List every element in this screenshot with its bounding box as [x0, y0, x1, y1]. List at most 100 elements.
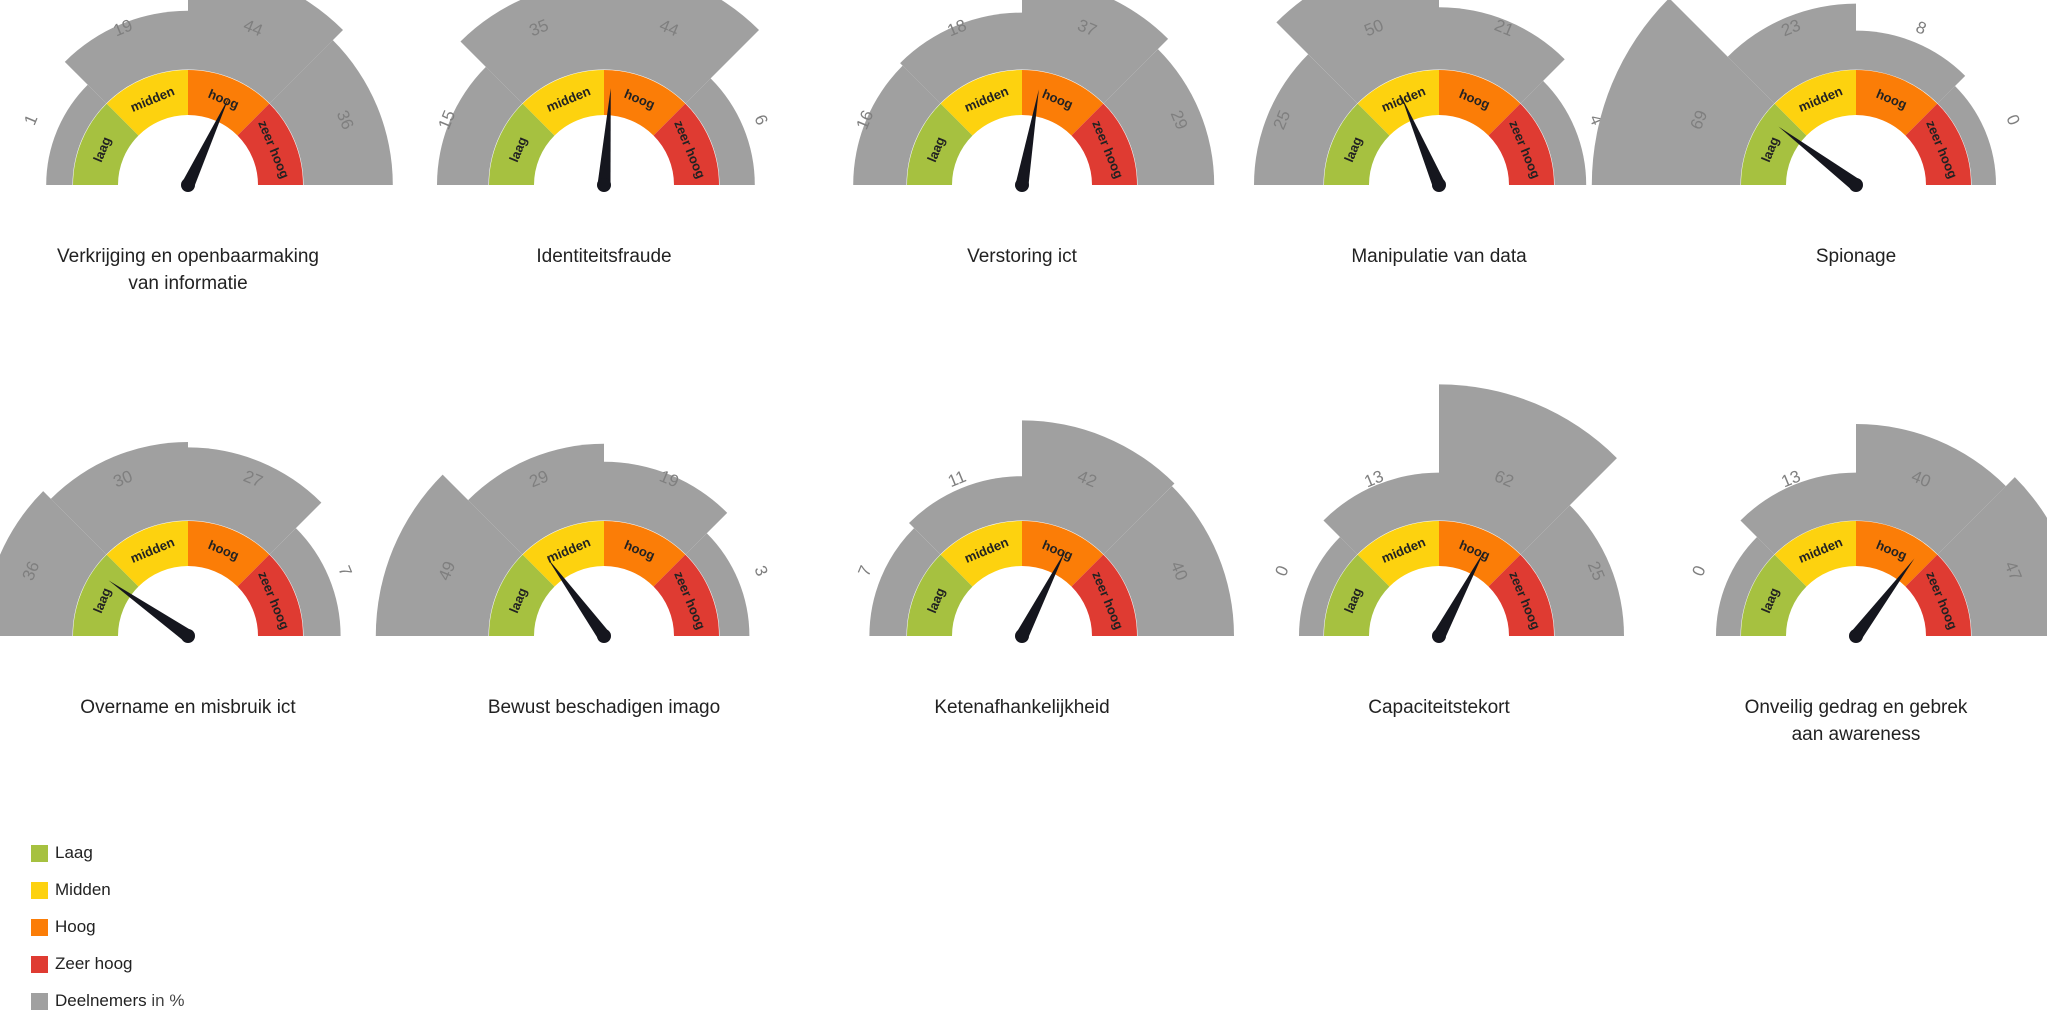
ring-segment-hoog: [604, 70, 686, 136]
ring-segment-midden: [522, 520, 604, 587]
legend-label-deelnemers: Deelnemers in %: [55, 991, 185, 1010]
ring-segment-zeer-hoog: [237, 103, 303, 185]
ring-segment-zeer-hoog: [1488, 554, 1554, 636]
value-label-laag: 0: [1271, 563, 1292, 579]
ring-segment-zeer-hoog: [1071, 554, 1137, 636]
ring-segment-midden: [1357, 520, 1439, 587]
ring-segment-midden: [522, 70, 604, 136]
ring-segment-midden: [1357, 70, 1439, 136]
ring-segment-zeer-hoog: [1905, 554, 1971, 636]
ring-segment-midden: [940, 70, 1022, 136]
value-label-laag: 7: [854, 563, 875, 579]
ring-segment-midden: [940, 520, 1022, 587]
needle-hub: [597, 178, 611, 192]
gauge-title: aan awareness: [1792, 724, 1921, 745]
ring-segment-laag: [1324, 103, 1390, 185]
needle: [1016, 549, 1067, 639]
gauge-title: Identiteitsfraude: [536, 246, 671, 267]
needle: [1778, 126, 1860, 191]
gauge-title: Onveilig gedrag en gebrek: [1745, 697, 1968, 718]
gauge-title: van informatie: [128, 273, 247, 294]
ring-segment-zeer-hoog: [1905, 103, 1971, 185]
legend-swatch-deelnemers: [31, 993, 48, 1010]
needle: [1015, 89, 1039, 187]
ring-segment-hoog: [1022, 521, 1104, 587]
legend-swatch-zeer-hoog: [31, 956, 48, 973]
needle: [546, 557, 610, 640]
legend-swatch-hoog: [31, 919, 48, 936]
needle-hub: [1432, 178, 1446, 192]
gauge-title: Manipulatie van data: [1351, 246, 1527, 267]
gauge-title: Verstoring ict: [967, 246, 1078, 267]
ring-segment-laag: [1741, 103, 1807, 185]
value-label-laag: 1: [20, 112, 41, 128]
needle-hub: [1849, 629, 1863, 643]
gauge-title: Ketenafhankelijkheid: [934, 697, 1109, 718]
value-label-zeer-hoog: 3: [750, 563, 771, 579]
ring-segment-midden: [106, 69, 188, 136]
ring-segment-laag: [73, 103, 139, 185]
ring-segment-hoog: [1439, 521, 1521, 587]
ring-segment-laag: [1324, 554, 1390, 636]
ring-segment-laag: [1741, 554, 1807, 636]
value-label-midden: 11: [945, 467, 969, 491]
needle-hub: [1432, 629, 1446, 643]
ring-segment-laag: [73, 554, 139, 636]
needle: [182, 97, 229, 188]
ring-segment-zeer-hoog: [237, 554, 303, 636]
needle-hub: [181, 629, 195, 643]
needle-hub: [181, 178, 195, 192]
ring-segment-hoog: [604, 521, 686, 587]
ring-segment-midden: [1774, 520, 1856, 587]
ring-segment-laag: [906, 554, 973, 636]
ring-segment-laag: [906, 103, 973, 185]
ring-segment-hoog: [1856, 521, 1938, 587]
ring-segment-zeer-hoog: [1488, 103, 1554, 185]
needle-hub: [1849, 178, 1863, 192]
gauge-title: Capaciteitstekort: [1368, 697, 1510, 718]
legend-swatch-midden: [31, 882, 48, 899]
gauge-title: Bewust beschadigen imago: [488, 697, 720, 718]
needle: [1850, 558, 1915, 640]
ring-segment-zeer-hoog: [653, 103, 719, 185]
gauge-title: Overname en misbruik ict: [80, 697, 296, 718]
legend-label-midden: Midden: [55, 880, 111, 899]
gauge-title: Verkrijging en openbaarmaking: [57, 246, 319, 267]
ring-segment-hoog: [1439, 70, 1521, 136]
ring-segment-hoog: [1022, 70, 1104, 136]
legend-swatch-laag: [31, 845, 48, 862]
value-label-hoog: 8: [1913, 17, 1929, 38]
needle-hub: [1015, 629, 1029, 643]
ring-segment-hoog: [1856, 70, 1938, 136]
ring-segment-midden: [106, 520, 188, 587]
gauge-title: Spionage: [1816, 246, 1896, 267]
ring-segment-hoog: [188, 521, 270, 587]
needle: [1433, 550, 1485, 640]
legend-label-hoog: Hoog: [55, 917, 96, 936]
ring-segment-zeer-hoog: [653, 554, 719, 636]
ring-segment-zeer-hoog: [1071, 103, 1137, 185]
legend-label-zeer-hoog: Zeer hoog: [55, 954, 133, 973]
needle: [1401, 95, 1445, 188]
ring-segment-hoog: [188, 70, 270, 136]
legend-label-laag: Laag: [55, 843, 93, 862]
ring-segment-laag: [489, 554, 555, 636]
value-label-zeer-hoog: 0: [2002, 112, 2023, 128]
value-label-zeer-hoog: 7: [334, 563, 355, 579]
needle: [597, 88, 611, 186]
ring-segment-midden: [1774, 70, 1856, 136]
needle-hub: [1015, 178, 1029, 192]
needle-hub: [597, 629, 611, 643]
ring-segment-laag: [489, 103, 555, 185]
